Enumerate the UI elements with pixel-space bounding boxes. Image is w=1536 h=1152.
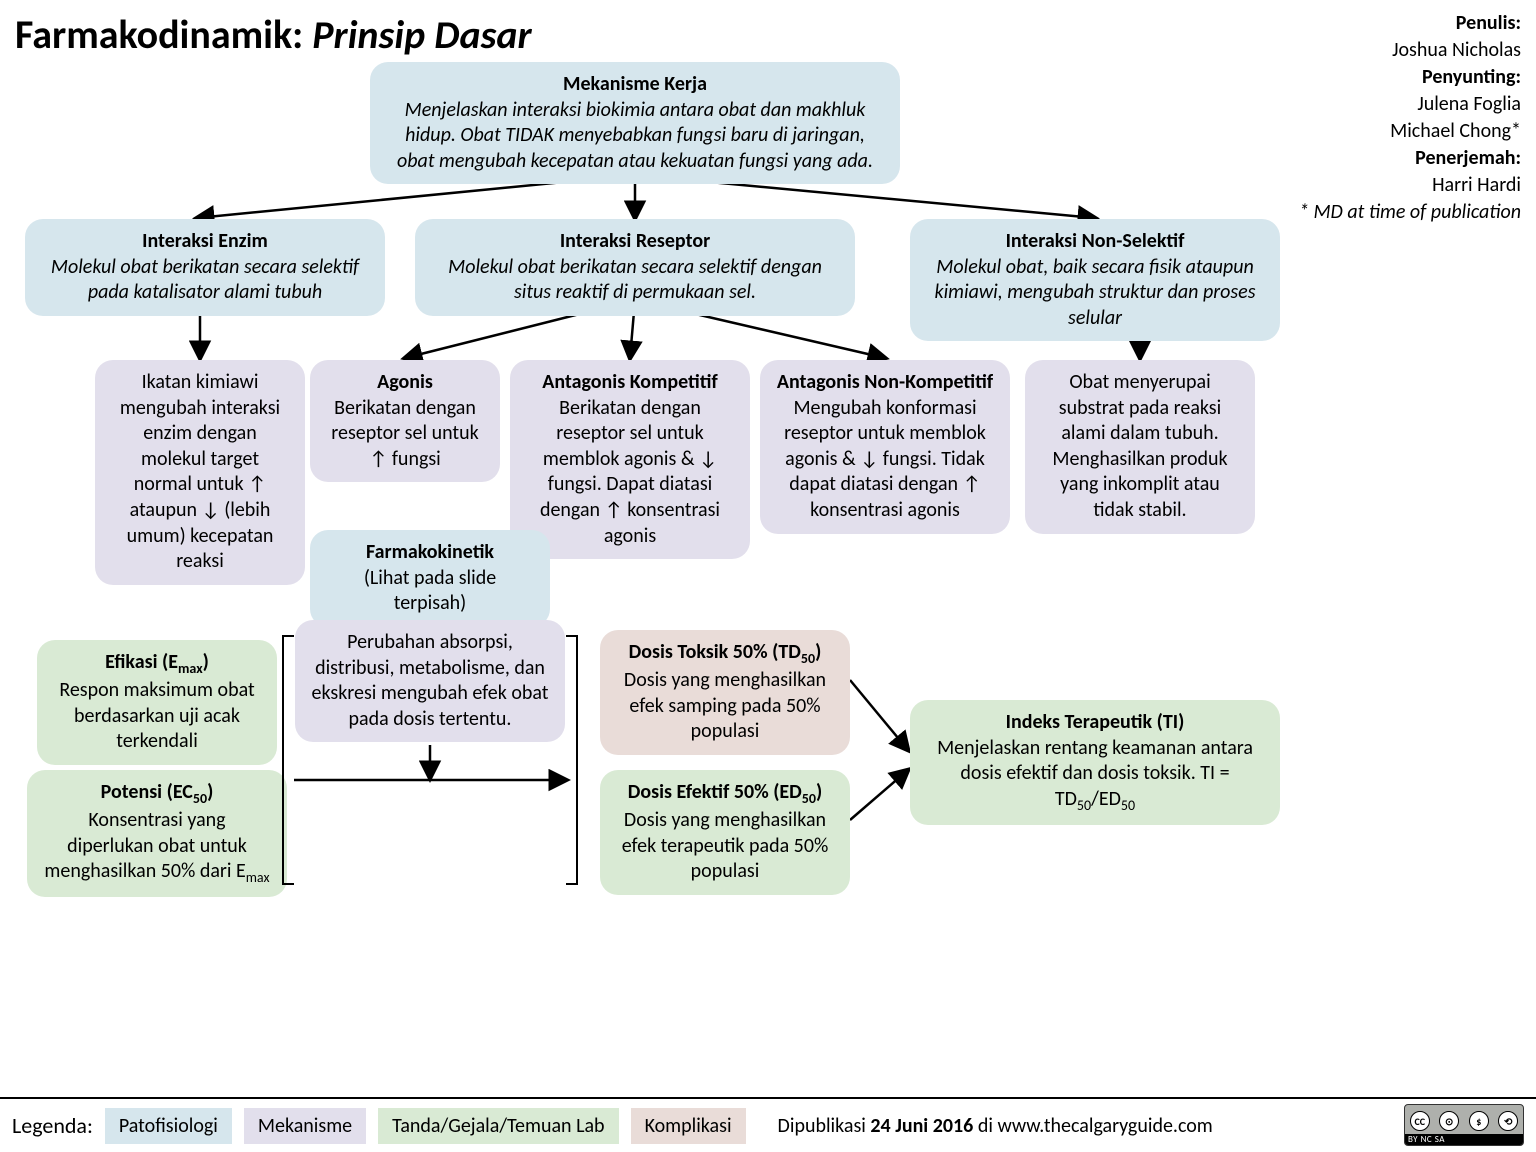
node-title: Interaksi Reseptor — [431, 229, 839, 255]
legend-mech: Mekanisme — [244, 1108, 366, 1144]
node-ed50: Dosis Efektif 50% (ED50)Dosis yang mengh… — [600, 770, 850, 895]
node-receptor: Interaksi ReseptorMolekul obat berikatan… — [415, 219, 855, 316]
node-title: Antagonis Kompetitif — [526, 370, 734, 396]
legend-sign: Tanda/Gejala/Temuan Lab — [378, 1108, 618, 1144]
node-ti: Indeks Terapeutik (TI)Menjelaskan rentan… — [910, 700, 1280, 825]
node-title: Farmakokinetik — [326, 540, 534, 566]
author-label: Penulis: — [1456, 11, 1521, 35]
editor2: Michael Chong* — [1299, 118, 1521, 145]
publication-info: Dipublikasi 24 Juni 2016 di www.thecalga… — [778, 1114, 1213, 1138]
page-title: Farmakodinamik: Prinsip Dasar — [15, 10, 532, 59]
node-desc: Mengubah konformasi reseptor untuk membl… — [776, 396, 994, 524]
node-title: Interaksi Non-Selektif — [926, 229, 1264, 255]
bracket — [566, 635, 578, 885]
node-pharmacokinetic: Farmakokinetik(Lihat pada slide terpisah… — [310, 530, 550, 627]
title-sub: Prinsip Dasar — [312, 10, 531, 59]
node-title: Interaksi Enzim — [41, 229, 369, 255]
node-desc: Berikatan dengan reseptor sel untuk ↑ fu… — [326, 396, 484, 473]
node-title: Agonis — [326, 370, 484, 396]
node-nonselective: Interaksi Non-SelektifMolekul obat, baik… — [910, 219, 1280, 341]
node-desc: Perubahan absorpsi, distribusi, metaboli… — [311, 630, 549, 732]
node-title: Dosis Efektif 50% (ED50) — [616, 780, 834, 808]
node-title: Indeks Terapeutik (TI) — [926, 710, 1264, 736]
node-desc: Ikatan kimiawi mengubah interaksi enzim … — [111, 370, 289, 575]
editor-label: Penyunting: — [1422, 65, 1521, 89]
node-title: Antagonis Non-Kompetitif — [776, 370, 994, 396]
node-comp-antagonist: Antagonis KompetitifBerikatan dengan res… — [510, 360, 750, 559]
node-desc: (Lihat pada slide terpisah) — [326, 566, 534, 617]
cc-license-badge: CC ⊙ $ ⟲ BY NC SA — [1404, 1104, 1524, 1146]
node-desc: Dosis yang menghasilkan efek samping pad… — [616, 668, 834, 745]
node-agonist: AgonisBerikatan dengan reseptor sel untu… — [310, 360, 500, 482]
author-name: Joshua Nicholas — [1299, 37, 1521, 64]
node-enzyme: Interaksi EnzimMolekul obat berikatan se… — [25, 219, 385, 316]
node-absorption: Perubahan absorpsi, distribusi, metaboli… — [295, 620, 565, 742]
md-note: * MD at time of publication — [1299, 199, 1521, 226]
bracket — [282, 635, 294, 885]
node-title: Efikasi (Emax) — [53, 650, 261, 678]
node-desc: Menjelaskan interaksi biokimia antara ob… — [386, 98, 884, 175]
node-td50: Dosis Toksik 50% (TD50)Dosis yang mengha… — [600, 630, 850, 755]
node-desc: Dosis yang menghasilkan efek terapeutik … — [616, 808, 834, 885]
legend-bar: Legenda: Patofisiologi Mekanisme Tanda/G… — [0, 1097, 1536, 1152]
node-title: Mekanisme Kerja — [386, 72, 884, 98]
node-desc: Konsentrasi yang diperlukan obat untuk m… — [43, 808, 271, 887]
node-nonselective-detail: Obat menyerupai substrat pada reaksi ala… — [1025, 360, 1255, 534]
node-noncomp-antagonist: Antagonis Non-KompetitifMengubah konform… — [760, 360, 1010, 534]
node-efficacy: Efikasi (Emax)Respon maksimum obat berda… — [37, 640, 277, 765]
legend-comp: Komplikasi — [631, 1108, 746, 1144]
translator: Harri Hardi — [1299, 172, 1521, 199]
node-desc: Berikatan dengan reseptor sel untuk memb… — [526, 396, 734, 550]
node-desc: Menjelaskan rentang keamanan antara dosi… — [926, 736, 1264, 815]
editor1: Julena Foglia — [1299, 91, 1521, 118]
node-potency: Potensi (EC50)Konsentrasi yang diperluka… — [27, 770, 287, 897]
title-main: Farmakodinamik: — [15, 10, 303, 59]
node-desc: Respon maksimum obat berdasarkan uji aca… — [53, 678, 261, 755]
node-title: Potensi (EC50) — [43, 780, 271, 808]
legend-patho: Patofisiologi — [105, 1108, 232, 1144]
legend-label: Legenda: — [12, 1112, 93, 1139]
node-desc: Molekul obat berikatan secara selektif p… — [41, 255, 369, 306]
node-enzyme-detail: Ikatan kimiawi mengubah interaksi enzim … — [95, 360, 305, 585]
node-title: Dosis Toksik 50% (TD50) — [616, 640, 834, 668]
credits-block: Penulis: Joshua Nicholas Penyunting: Jul… — [1299, 10, 1521, 226]
node-desc: Molekul obat, baik secara fisik ataupun … — [926, 255, 1264, 332]
translator-label: Penerjemah: — [1299, 145, 1521, 172]
node-desc: Obat menyerupai substrat pada reaksi ala… — [1041, 370, 1239, 524]
node-mechanism: Mekanisme KerjaMenjelaskan interaksi bio… — [370, 62, 900, 184]
node-desc: Molekul obat berikatan secara selektif d… — [431, 255, 839, 306]
